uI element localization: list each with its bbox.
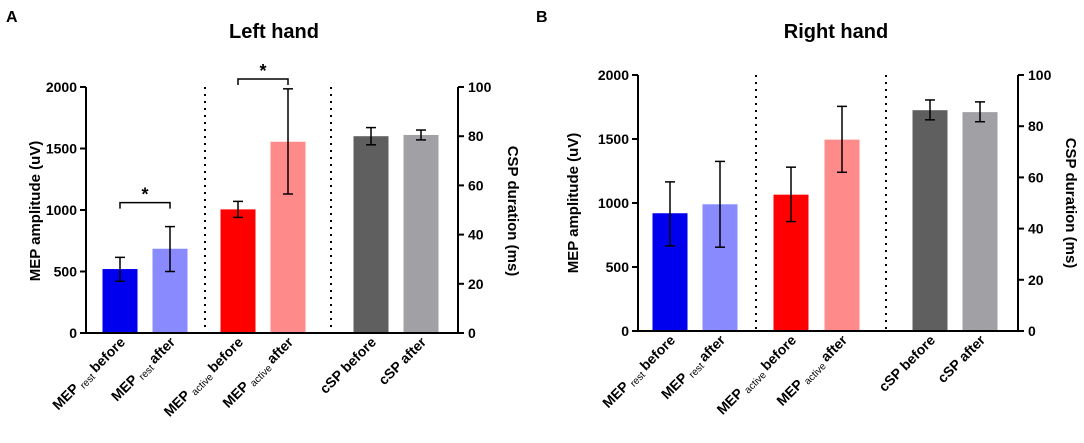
y-right-tick-label: 80 [1028, 118, 1044, 134]
y-right-tick-label: 40 [468, 227, 484, 243]
panel-right-hand: B Right hand MEP amplitude (uV) CSP dura… [536, 9, 1079, 420]
y-right-tick-label: 100 [468, 79, 492, 95]
panel-letter: B [536, 9, 548, 26]
y-right-tick-label: 20 [468, 276, 484, 292]
y-tick-label: 0 [621, 323, 629, 339]
x-tick-label: MEPactivebefore [713, 332, 801, 420]
y-tick-label: 1000 [598, 195, 629, 211]
panel-letter: A [6, 9, 18, 26]
y-axis-label: MEP amplitude (uV) [27, 141, 44, 282]
y-right-tick-label: 20 [1028, 272, 1044, 288]
y-tick-label: 2000 [598, 67, 629, 83]
x-tick-label: cSP before [875, 332, 938, 395]
y-right-tick-label: 80 [468, 128, 484, 144]
y-tick-label: 1500 [46, 141, 77, 157]
y-right-tick-label: 100 [1028, 67, 1052, 83]
significance-marker: * [259, 61, 266, 81]
y-tick-label: 500 [606, 259, 630, 275]
y-tick-label: 1000 [46, 202, 77, 218]
x-tick-label: cSP after [375, 333, 429, 387]
y-axis-right-label: CSP duration (ms) [504, 146, 521, 277]
y-right-tick-label: 60 [468, 177, 484, 193]
panel-left-hand: A Left hand MEP amplitude (uV) CSP durat… [6, 9, 521, 420]
y-tick-label: 500 [54, 264, 78, 280]
chart-title: Left hand [229, 21, 319, 43]
bar [403, 134, 439, 333]
y-tick-label: 0 [69, 325, 77, 341]
chart-title: Right hand [784, 21, 888, 43]
bar [962, 112, 998, 332]
y-right-tick-label: 60 [1028, 169, 1044, 185]
y-right-tick-label: 40 [1028, 221, 1044, 237]
y-axis-right-label: CSP duration (ms) [1062, 138, 1079, 269]
bar [353, 136, 389, 333]
bar [220, 209, 256, 333]
y-right-tick-label: 0 [1028, 323, 1036, 339]
significance-bracket [119, 201, 171, 209]
y-tick-label: 2000 [46, 79, 77, 95]
significance-marker: * [141, 185, 148, 205]
bar [912, 110, 948, 331]
x-tick-label: cSP after [934, 331, 988, 385]
y-right-tick-label: 0 [468, 325, 476, 341]
y-tick-label: 1500 [598, 131, 629, 147]
x-tick-label: cSP before [316, 334, 379, 397]
significance-bracket [237, 78, 289, 86]
y-axis-label: MEP amplitude (uV) [565, 133, 582, 274]
